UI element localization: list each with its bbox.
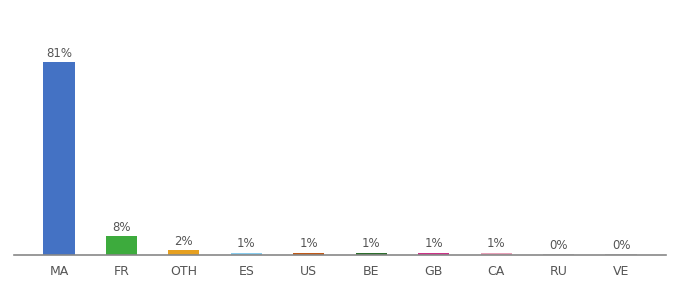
Text: 1%: 1%	[237, 237, 256, 250]
Text: 81%: 81%	[46, 47, 72, 60]
Bar	[168, 250, 199, 255]
Text: 0%: 0%	[612, 239, 630, 252]
Bar	[106, 236, 137, 255]
Bar	[231, 253, 262, 255]
Text: 1%: 1%	[362, 237, 381, 250]
Bar	[481, 253, 512, 255]
Bar	[605, 254, 636, 255]
Text: 2%: 2%	[175, 235, 193, 248]
Bar	[356, 253, 387, 255]
Bar	[543, 254, 574, 255]
Bar	[418, 253, 449, 255]
Text: 1%: 1%	[299, 237, 318, 250]
Bar	[293, 253, 324, 255]
Bar	[44, 62, 75, 255]
Text: 8%: 8%	[112, 220, 131, 234]
Text: 0%: 0%	[549, 239, 568, 252]
Text: 1%: 1%	[487, 237, 505, 250]
Text: 1%: 1%	[424, 237, 443, 250]
